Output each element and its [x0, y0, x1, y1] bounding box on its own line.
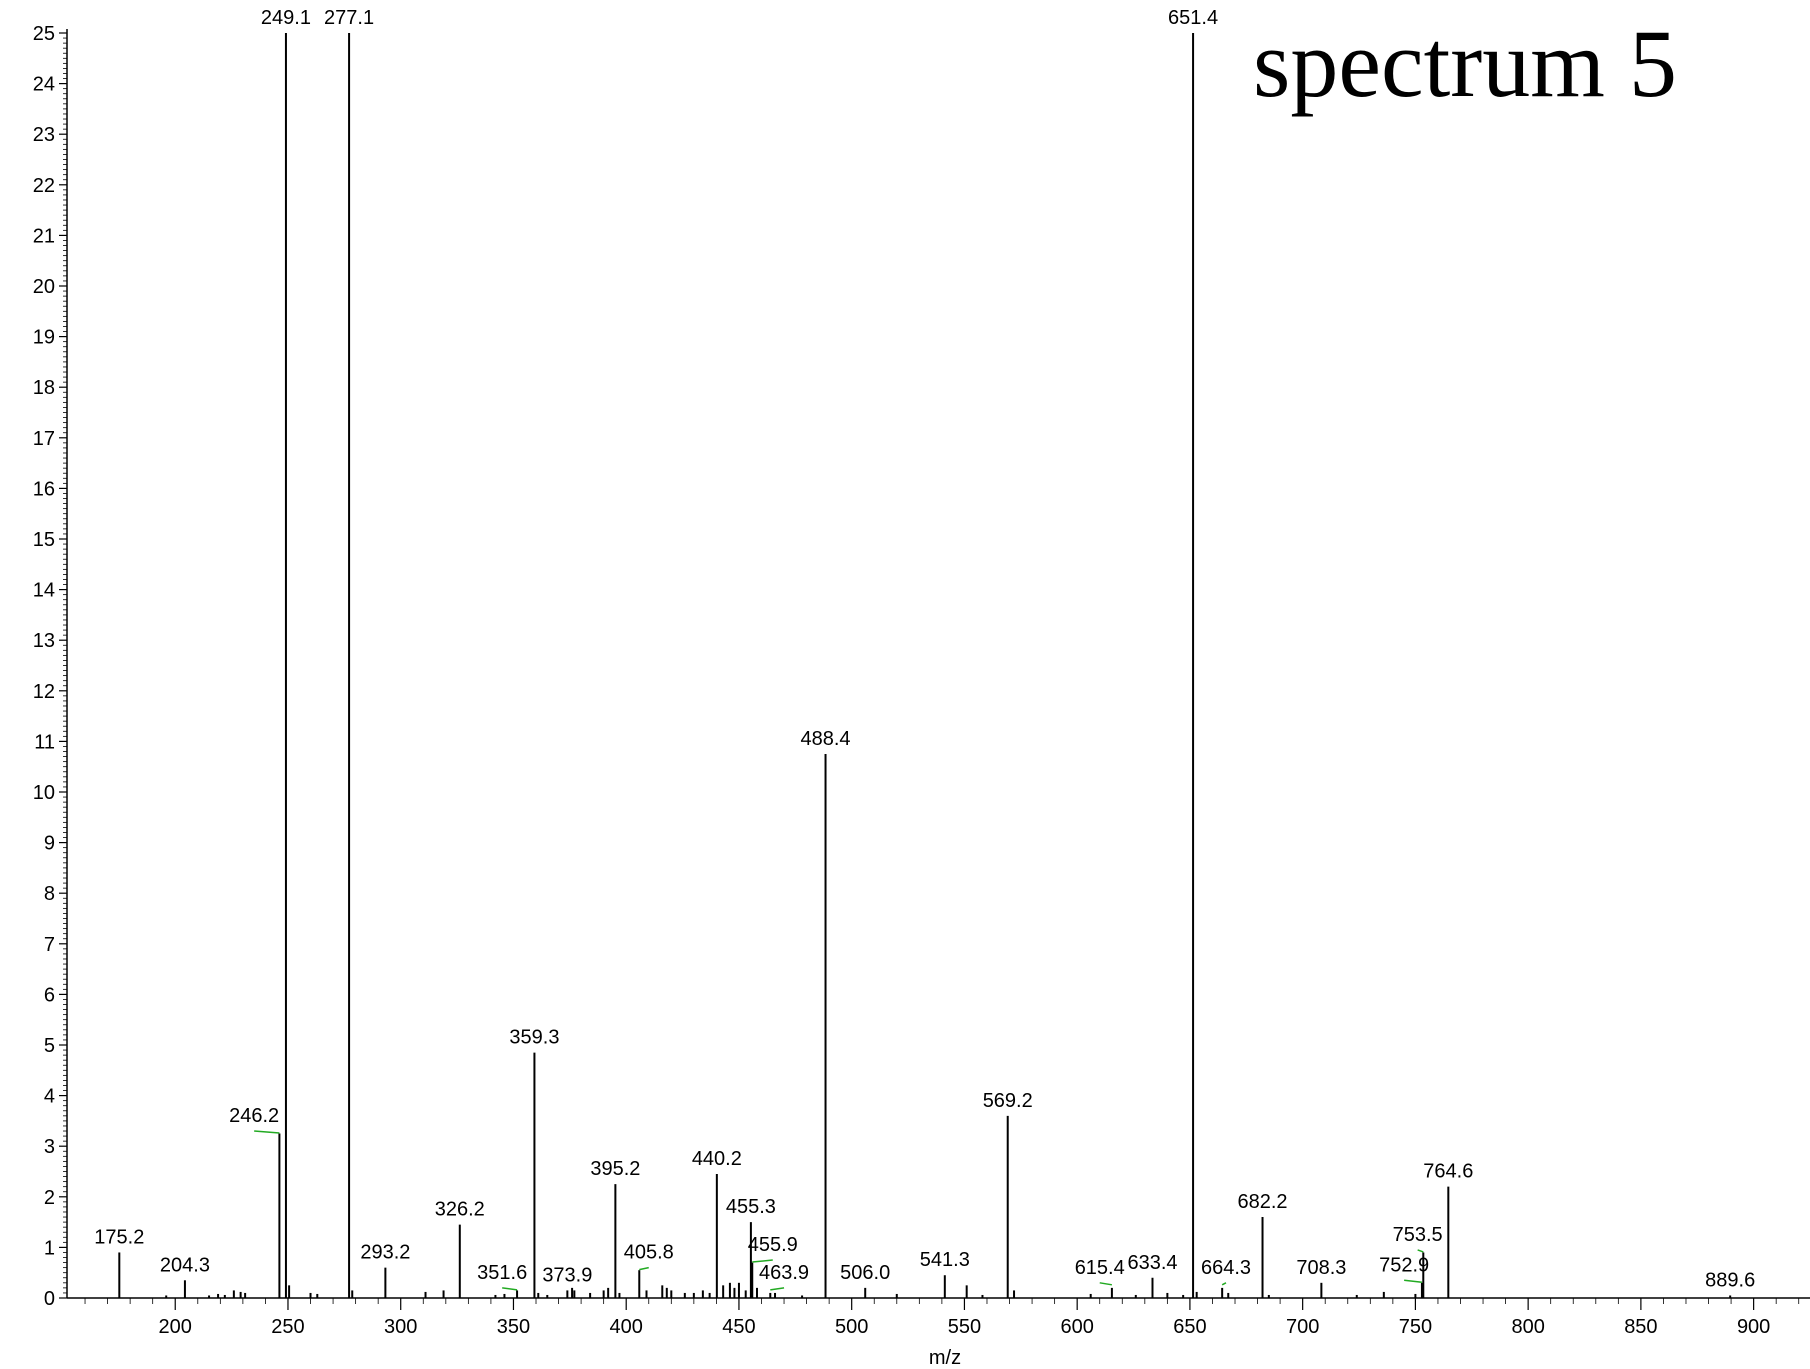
peak-label: 615.4	[1075, 1257, 1125, 1279]
x-tick-label: 900	[1737, 1316, 1770, 1338]
y-tick-label: 21	[33, 225, 55, 247]
peak-label: 708.3	[1296, 1257, 1346, 1279]
peak-label: 664.3	[1201, 1257, 1251, 1279]
x-tick-label: 550	[948, 1316, 981, 1338]
label-leader	[1417, 1249, 1424, 1253]
y-tick-label: 19	[33, 327, 55, 349]
y-tick-label: 2	[44, 1187, 55, 1209]
y-tick-label: 8	[44, 883, 55, 905]
y-tick-label: 24	[33, 74, 55, 96]
peak-label: 351.6	[477, 1262, 527, 1284]
y-tick-label: 17	[33, 428, 55, 450]
y-tick-label: 15	[33, 529, 55, 551]
x-tick-label: 500	[835, 1316, 868, 1338]
peak-label: 455.9	[748, 1234, 798, 1256]
label-leader	[1221, 1282, 1227, 1286]
y-tick-label: 14	[33, 580, 55, 602]
x-tick-label: 700	[1286, 1316, 1319, 1338]
y-tick-label: 18	[33, 377, 55, 399]
chart-title: spectrum 5	[1253, 10, 1677, 117]
peak-label: 326.2	[435, 1199, 485, 1221]
y-tick-label: 5	[44, 1035, 55, 1057]
peak-label: 633.4	[1127, 1252, 1177, 1274]
peak-label: 463.9	[759, 1262, 809, 1284]
y-tick-label: 13	[33, 630, 55, 652]
peak-label: 175.2	[94, 1226, 144, 1248]
y-tick-label: 11	[34, 731, 55, 753]
x-tick-label: 750	[1399, 1316, 1432, 1338]
x-tick-label: 200	[159, 1316, 192, 1338]
x-tick-label: 300	[384, 1316, 417, 1338]
y-tick-label: 1	[44, 1237, 55, 1259]
peak-label: 506.0	[840, 1262, 890, 1284]
x-tick-label: 400	[610, 1316, 643, 1338]
y-tick-label: 20	[33, 276, 55, 298]
peak-label: 440.2	[692, 1148, 742, 1170]
peak-label: 753.5	[1393, 1224, 1443, 1246]
y-tick-label: 22	[33, 175, 55, 197]
x-tick-label: 250	[271, 1316, 304, 1338]
label-leader	[770, 1287, 785, 1291]
x-axis-label: m/z	[929, 1347, 961, 1369]
peak-label: 373.9	[542, 1264, 592, 1286]
y-tick-label: 6	[44, 984, 55, 1006]
peak-label: 246.2	[229, 1105, 279, 1127]
peak-label: 293.2	[360, 1242, 410, 1264]
peak-label: 752.9	[1379, 1254, 1429, 1276]
y-tick-label: 7	[44, 934, 55, 956]
peak-label: 569.2	[983, 1090, 1033, 1112]
x-tick-label: 650	[1173, 1316, 1206, 1338]
label-leader	[1099, 1282, 1113, 1286]
y-tick-label: 10	[33, 782, 55, 804]
peak-label: 682.2	[1237, 1191, 1287, 1213]
peak-label: 359.3	[509, 1027, 559, 1049]
peak-label: 395.2	[590, 1158, 640, 1180]
y-tick-label: 9	[44, 833, 55, 855]
peak-label: 277.1	[324, 7, 374, 29]
y-tick-label: 12	[33, 681, 55, 703]
peak-label: 889.6	[1705, 1269, 1755, 1291]
y-tick-label: 0	[44, 1288, 55, 1310]
x-tick-label: 850	[1624, 1316, 1657, 1338]
label-leader	[752, 1259, 773, 1263]
x-tick-label: 450	[722, 1316, 755, 1338]
y-tick-label: 16	[33, 478, 55, 500]
y-tick-label: 3	[44, 1136, 55, 1158]
peak-label: 249.1	[261, 7, 311, 29]
label-leader	[639, 1266, 649, 1271]
x-tick-label: 350	[497, 1316, 530, 1338]
x-tick-label: 800	[1511, 1316, 1544, 1338]
y-tick-label: 4	[44, 1086, 55, 1108]
label-leader	[502, 1287, 518, 1291]
plot-area: 0123456789101112131415161718192021222324…	[33, 7, 1810, 1338]
label-leader	[254, 1130, 280, 1134]
x-tick-label: 600	[1060, 1316, 1093, 1338]
peak-label: 651.4	[1168, 7, 1218, 29]
peak-label: 455.3	[726, 1196, 776, 1218]
peak-label: 204.3	[160, 1254, 210, 1276]
peak-label: 764.6	[1423, 1161, 1473, 1183]
peak-label: 405.8	[624, 1242, 674, 1264]
label-leader	[1404, 1279, 1423, 1284]
peak-label: 541.3	[920, 1249, 970, 1271]
y-tick-label: 25	[33, 23, 55, 45]
y-tick-label: 23	[33, 124, 55, 146]
peak-label: 488.4	[801, 728, 851, 750]
